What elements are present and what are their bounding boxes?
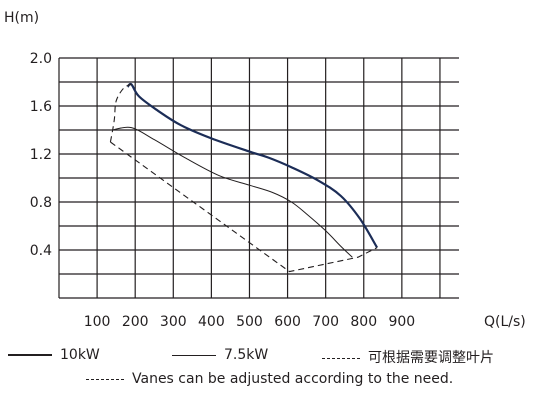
note-text: Vanes can be adjusted according to the n… bbox=[132, 371, 454, 387]
series-line-dashed-3 bbox=[110, 141, 378, 273]
legend-item-10kw: 10kW bbox=[8, 347, 100, 363]
note-swatch-dashed bbox=[86, 378, 124, 380]
legend-swatch-thick bbox=[8, 354, 52, 356]
legend-label-10kw: 10kW bbox=[60, 347, 100, 363]
x-tick-label: 500 bbox=[236, 314, 263, 330]
y-tick-label: 1.2 bbox=[30, 147, 52, 163]
y-tick-label: 0.4 bbox=[30, 243, 52, 259]
x-axis-label: Q(L/s) bbox=[484, 314, 526, 330]
tick-labels: 100 200 300 400 500 600 700 800 900 0.4 0.8 1.2 1.6 2… bbox=[30, 51, 415, 330]
x-tick-label: 900 bbox=[388, 314, 415, 330]
series-group bbox=[109, 82, 379, 273]
legend-item-vanes: 可根据需要调整叶片 bbox=[322, 347, 494, 367]
grid bbox=[58, 57, 459, 299]
y-tick-label: 2.0 bbox=[30, 51, 52, 67]
x-tick-label: 700 bbox=[312, 314, 339, 330]
legend-item-7-5kw: 7.5kW bbox=[172, 347, 268, 363]
x-tick-label: 800 bbox=[350, 314, 377, 330]
legend-swatch-dashed bbox=[322, 357, 360, 359]
y-axis-label: H(m) bbox=[4, 10, 39, 26]
x-tick-label: 600 bbox=[274, 314, 301, 330]
legend-label-7-5kw: 7.5kW bbox=[224, 347, 269, 363]
y-tick-label: 0.8 bbox=[30, 195, 52, 211]
x-tick-label: 100 bbox=[84, 314, 111, 330]
legend-swatch-thin bbox=[172, 354, 216, 356]
series-line-dashed-2 bbox=[109, 83, 132, 143]
series-line-thick-0 bbox=[126, 82, 379, 249]
x-tick-label: 300 bbox=[160, 314, 187, 330]
note-line: Vanes can be adjusted according to the n… bbox=[86, 371, 453, 387]
series-line-thin-1 bbox=[112, 126, 353, 258]
x-tick-label: 200 bbox=[122, 314, 149, 330]
y-tick-label: 1.6 bbox=[30, 99, 52, 115]
x-tick-label: 400 bbox=[198, 314, 225, 330]
legend-label-vanes: 可根据需要调整叶片 bbox=[368, 350, 494, 366]
